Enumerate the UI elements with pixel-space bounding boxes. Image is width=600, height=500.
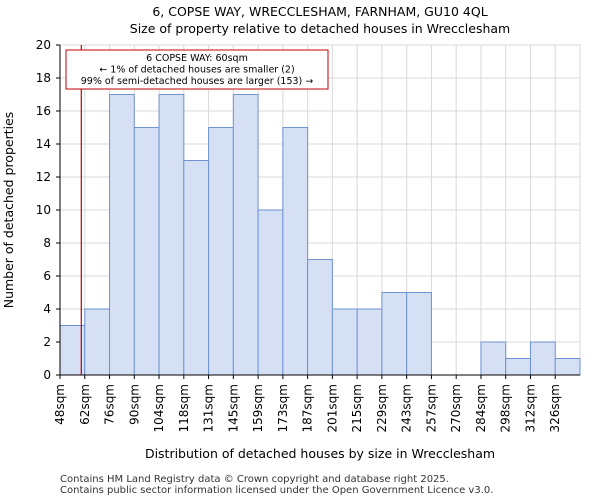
x-tick-labels: 48sqm 62sqm 76sqm 90sqm 104sqm 118sqm 131sqm 14… — [53, 375, 562, 432]
x-tick-label: 215sqm — [350, 384, 364, 432]
y-tick-label: 6 — [43, 269, 51, 283]
annotation-line: 6 COPSE WAY: 60sqm — [146, 53, 248, 64]
x-tick-label: 118sqm — [177, 384, 191, 432]
bars — [59, 94, 581, 376]
y-tick-label: 0 — [43, 368, 51, 382]
x-tick-label: 90sqm — [127, 384, 141, 425]
histogram-bar — [331, 308, 358, 376]
x-tick-label: 257sqm — [424, 384, 438, 432]
chart-title: 6, COPSE WAY, WRECCLESHAM, FARNHAM, GU10… — [152, 4, 487, 19]
y-tick-label: 16 — [36, 104, 51, 118]
histogram-bar — [554, 358, 581, 376]
histogram-bar — [109, 94, 135, 376]
y-tick-label: 18 — [36, 71, 51, 85]
property-marker: 6 COPSE WAY: 60sqm← 1% of detached house… — [65, 45, 329, 375]
y-tick-label: 20 — [36, 38, 51, 52]
histogram-bar — [529, 341, 556, 376]
chart-subtitle: Size of property relative to detached ho… — [130, 21, 510, 36]
histogram-bar — [307, 259, 333, 376]
y-tick-label: 4 — [43, 302, 51, 316]
annotation-line: ← 1% of detached houses are smaller (2) — [99, 65, 294, 76]
histogram-bar — [133, 127, 160, 376]
x-tick-label: 270sqm — [449, 384, 463, 432]
x-tick-label: 131sqm — [202, 384, 216, 432]
x-tick-label: 104sqm — [152, 384, 166, 432]
x-tick-label: 284sqm — [474, 384, 488, 432]
histogram-bar — [381, 292, 408, 376]
histogram-bar — [505, 358, 531, 376]
x-tick-label: 76sqm — [103, 384, 117, 425]
x-tick-label: 229sqm — [375, 384, 389, 432]
y-tick-label: 2 — [43, 335, 51, 349]
histogram-bar — [84, 308, 111, 376]
histogram-bar — [282, 127, 309, 376]
x-tick-label: 312sqm — [523, 384, 537, 432]
x-tick-label: 201sqm — [325, 384, 339, 432]
histogram-bar — [257, 209, 284, 376]
x-tick-label: 298sqm — [499, 384, 513, 432]
x-tick-label: 145sqm — [226, 384, 240, 432]
y-axis-label: Number of detached properties — [1, 112, 16, 309]
y-tick-label: 14 — [36, 137, 51, 151]
y-tick-labels: 0 2 4 6 8 10 12 14 16 18 20 — [36, 38, 60, 382]
footer-line-1: Contains HM Land Registry data © Crown c… — [60, 474, 449, 485]
x-tick-label: 159sqm — [251, 384, 265, 432]
annotation-box — [65, 49, 329, 90]
x-tick-label: 62sqm — [78, 384, 92, 425]
histogram-bar — [158, 94, 185, 376]
x-tick-label: 243sqm — [400, 384, 414, 432]
x-tick-label: 173sqm — [276, 384, 290, 432]
histogram-bar — [208, 127, 234, 376]
y-tick-label: 12 — [36, 170, 51, 184]
x-axis-label: Distribution of detached houses by size … — [145, 446, 495, 461]
histogram-bar — [480, 341, 507, 376]
histogram-bar — [183, 160, 210, 376]
x-tick-label: 187sqm — [301, 384, 315, 432]
histogram-bar — [406, 292, 432, 376]
y-tick-label: 10 — [36, 203, 51, 217]
y-tick-label: 8 — [43, 236, 51, 250]
x-tick-label: 326sqm — [548, 384, 562, 432]
histogram-bar — [232, 94, 259, 376]
annotation-line: 99% of semi-detached houses are larger (… — [81, 76, 314, 87]
histogram-bar — [356, 308, 383, 376]
x-tick-label: 48sqm — [53, 384, 67, 425]
footer-line-2: Contains public sector information licen… — [60, 485, 493, 496]
